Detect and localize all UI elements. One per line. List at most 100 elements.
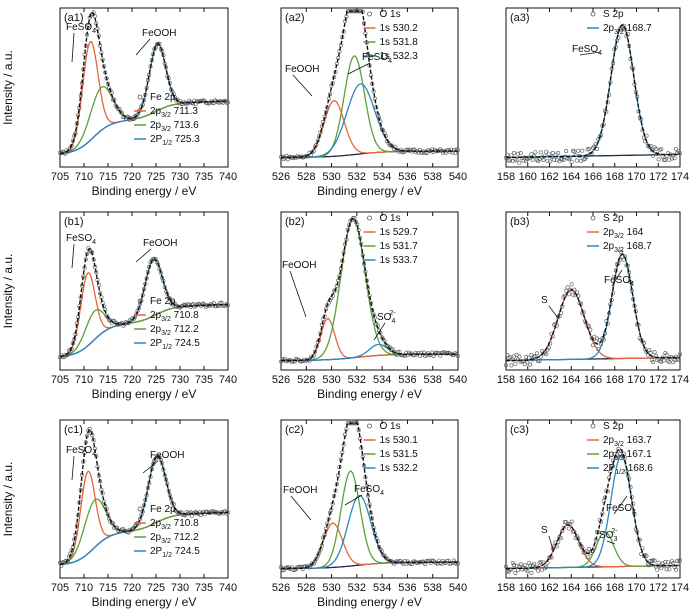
x-tick-label: 536: [398, 582, 416, 594]
data-point: [592, 334, 597, 339]
peak-annotation-1: S: [541, 295, 548, 306]
data-point: [526, 355, 531, 360]
data-point: [611, 291, 616, 296]
annotation-pointer: [606, 540, 616, 545]
data-point: [522, 563, 527, 568]
peak-annotation-2: SO42-: [377, 310, 396, 325]
data-point: [105, 512, 110, 517]
data-point: [514, 158, 519, 163]
annotation-pointer: [373, 322, 386, 341]
data-point: [532, 561, 537, 566]
data-point: [171, 502, 176, 507]
data-point: [659, 147, 664, 152]
x-tick-label: 160: [519, 374, 537, 386]
data-point: [505, 152, 510, 157]
data-point: [526, 561, 531, 566]
data-point: [518, 151, 523, 156]
legend-marker-data: [367, 423, 372, 429]
data-point: [652, 350, 657, 355]
data-point: [513, 361, 518, 366]
y-axis-label: Intensity / a.u.: [1, 50, 15, 125]
annotation-pointer: [71, 32, 75, 63]
data-point: [209, 302, 214, 307]
data-point: [566, 526, 571, 531]
panel-label: (b2): [285, 216, 305, 228]
component-peak-3: [60, 258, 229, 358]
data-point: [138, 516, 143, 521]
x-tick-label: 166: [584, 582, 602, 594]
data-point: [518, 562, 523, 567]
x-tick-label: 174: [671, 374, 689, 386]
raw-data-points: [503, 23, 682, 165]
x-tick-label: 538: [424, 171, 442, 183]
legend-entry-2: 2p3/2 167.1: [603, 449, 652, 462]
data-point: [665, 358, 670, 363]
data-point: [537, 359, 542, 364]
data-point: [552, 157, 557, 162]
legend-entry-3: 2P1/2 724.5: [150, 338, 200, 351]
envelope-fit: [281, 217, 458, 362]
data-point: [561, 158, 566, 163]
legend-entry-3: 1s 532.3: [380, 51, 419, 62]
legend-entry-3: 2P1/2 168.6: [603, 463, 653, 476]
legend-marker-data: [367, 215, 372, 221]
legend-entry-1: 2p3/2 164: [603, 227, 644, 240]
data-point: [533, 150, 538, 155]
panel-label: (c2): [285, 424, 304, 436]
x-tick-label: 715: [99, 582, 117, 594]
data-point: [572, 529, 577, 534]
annotation-pointer: [611, 269, 623, 287]
envelope-fit: [506, 448, 680, 570]
data-point: [517, 354, 522, 359]
data-point: [663, 158, 668, 163]
data-point: [586, 146, 591, 151]
x-tick-label: 160: [519, 582, 537, 594]
data-point: [570, 292, 575, 297]
legend-title: S 2p: [603, 421, 624, 432]
data-point: [118, 110, 123, 115]
data-point: [544, 352, 549, 357]
data-point: [389, 143, 394, 148]
data-point: [648, 558, 653, 563]
data-point: [673, 146, 678, 151]
data-point: [134, 312, 139, 317]
raw-data-points: [278, 421, 460, 573]
data-point: [509, 363, 514, 368]
data-point: [511, 562, 516, 567]
data-point: [130, 117, 135, 122]
data-point: [625, 263, 630, 268]
data-point: [655, 567, 660, 572]
data-point: [664, 352, 669, 357]
data-point: [673, 567, 678, 572]
chart-panel-c3: 158 160 162 164 166 168 170 172 174(c3) S 2p2p3/2…: [497, 419, 689, 594]
legend-title: O 1s: [380, 421, 401, 432]
data-point: [383, 134, 388, 139]
x-tick-label: 740: [219, 171, 237, 183]
chart-panel-a1: 705 710 715 720 725 730 735 740 Binding energy /…: [1, 7, 237, 198]
annotation-pointer: [290, 495, 312, 521]
background-line: [281, 150, 458, 159]
data-point: [116, 322, 121, 327]
data-point: [222, 303, 227, 308]
legend-marker-data: [137, 298, 143, 304]
data-point: [569, 519, 574, 524]
envelope-fit: [59, 429, 229, 566]
data-point: [554, 544, 559, 549]
data-point: [528, 362, 533, 367]
x-tick-label: 532: [348, 374, 366, 386]
x-tick-label: 540: [449, 171, 467, 183]
peak-annotation-2: FeOOH: [142, 28, 176, 39]
data-point: [514, 563, 519, 568]
data-point: [162, 284, 167, 289]
x-tick-label: 540: [449, 582, 467, 594]
data-point: [623, 455, 628, 460]
legend-title: Fe 2p: [150, 92, 176, 103]
data-point: [653, 147, 658, 152]
data-point: [585, 555, 590, 560]
annotation-pointer: [71, 243, 75, 269]
plot-frame: [59, 419, 229, 579]
x-tick-label: 528: [297, 171, 315, 183]
panel-label: (a1): [64, 12, 84, 24]
